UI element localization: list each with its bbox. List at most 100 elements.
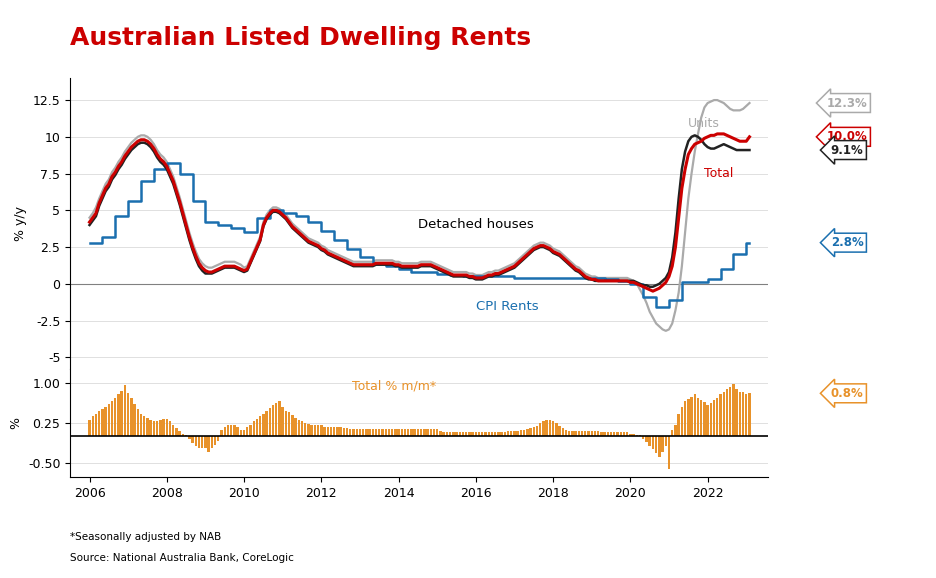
Bar — [568, 431, 570, 436]
Bar — [593, 431, 596, 436]
Bar — [649, 436, 651, 446]
Bar — [156, 421, 158, 436]
Bar — [285, 410, 287, 436]
Bar — [343, 428, 345, 436]
Bar — [271, 405, 274, 436]
Bar — [217, 436, 219, 441]
Bar — [237, 427, 239, 436]
Bar — [542, 421, 545, 436]
Bar — [745, 394, 748, 436]
Bar — [391, 429, 393, 436]
Bar — [185, 435, 187, 436]
Bar — [530, 428, 532, 436]
Bar — [249, 425, 252, 436]
Bar — [150, 420, 152, 436]
Bar — [365, 429, 368, 436]
Bar — [358, 429, 361, 436]
Bar — [197, 436, 200, 449]
Bar — [552, 421, 554, 436]
Bar — [121, 391, 123, 436]
Bar — [294, 417, 297, 436]
Bar — [465, 432, 467, 436]
Bar — [484, 432, 487, 436]
Bar — [449, 432, 451, 436]
Text: 9.1%: 9.1% — [831, 143, 863, 157]
Bar — [488, 432, 490, 436]
Text: 12.3%: 12.3% — [826, 97, 868, 109]
Bar — [143, 416, 145, 436]
Bar — [246, 427, 248, 436]
Bar — [633, 434, 635, 436]
Bar — [703, 402, 706, 436]
Bar — [288, 412, 290, 436]
Bar — [455, 432, 458, 436]
Bar — [307, 424, 310, 436]
Bar — [374, 429, 377, 436]
Bar — [662, 436, 664, 451]
Bar — [204, 436, 207, 449]
Bar — [716, 398, 719, 436]
Bar — [300, 421, 303, 436]
Bar — [645, 436, 648, 442]
Bar — [168, 421, 171, 436]
Bar — [523, 430, 525, 436]
Bar — [278, 401, 281, 436]
Bar — [533, 427, 535, 436]
Bar — [117, 394, 120, 436]
Bar — [591, 431, 592, 436]
Bar — [317, 425, 319, 436]
Bar — [691, 397, 693, 436]
Bar — [506, 431, 509, 436]
Bar — [166, 418, 168, 436]
Bar — [564, 430, 567, 436]
Bar — [729, 387, 731, 436]
Bar — [626, 432, 628, 436]
Bar — [275, 403, 277, 436]
Bar — [501, 432, 503, 436]
Bar — [494, 432, 496, 436]
Bar — [256, 419, 258, 436]
Bar — [134, 404, 136, 436]
Bar — [584, 431, 587, 436]
Bar — [680, 407, 683, 436]
Text: Source: National Australia Bank, CoreLogic: Source: National Australia Bank, CoreLog… — [70, 553, 294, 562]
Bar — [314, 425, 316, 436]
Bar — [562, 428, 564, 436]
Bar — [478, 432, 480, 436]
Bar — [414, 429, 416, 436]
Bar — [742, 392, 744, 436]
Bar — [188, 436, 191, 439]
Bar — [732, 384, 735, 436]
Text: Total: Total — [704, 166, 733, 180]
Bar — [642, 436, 645, 439]
Bar — [291, 415, 294, 436]
Bar — [369, 429, 371, 436]
Bar — [269, 409, 271, 436]
Bar — [519, 430, 522, 436]
Bar — [555, 424, 558, 436]
Bar — [548, 420, 551, 436]
Bar — [253, 421, 255, 436]
Bar — [298, 420, 300, 436]
Bar — [620, 432, 622, 436]
Bar — [208, 436, 210, 451]
Bar — [446, 432, 448, 436]
Bar — [443, 432, 445, 436]
Text: CPI Rents: CPI Rents — [475, 300, 538, 313]
Bar — [124, 385, 126, 436]
Bar — [655, 436, 657, 453]
Bar — [723, 392, 725, 436]
Text: 10.0%: 10.0% — [826, 130, 868, 143]
Bar — [651, 436, 654, 449]
Bar — [304, 423, 306, 436]
Bar — [159, 420, 162, 436]
Bar — [622, 432, 625, 436]
Bar — [410, 429, 413, 436]
Bar — [439, 431, 442, 436]
Bar — [459, 432, 461, 436]
Bar — [220, 430, 223, 436]
Bar — [513, 431, 516, 436]
Bar — [510, 431, 513, 436]
Bar — [110, 401, 113, 436]
Bar — [517, 431, 519, 436]
